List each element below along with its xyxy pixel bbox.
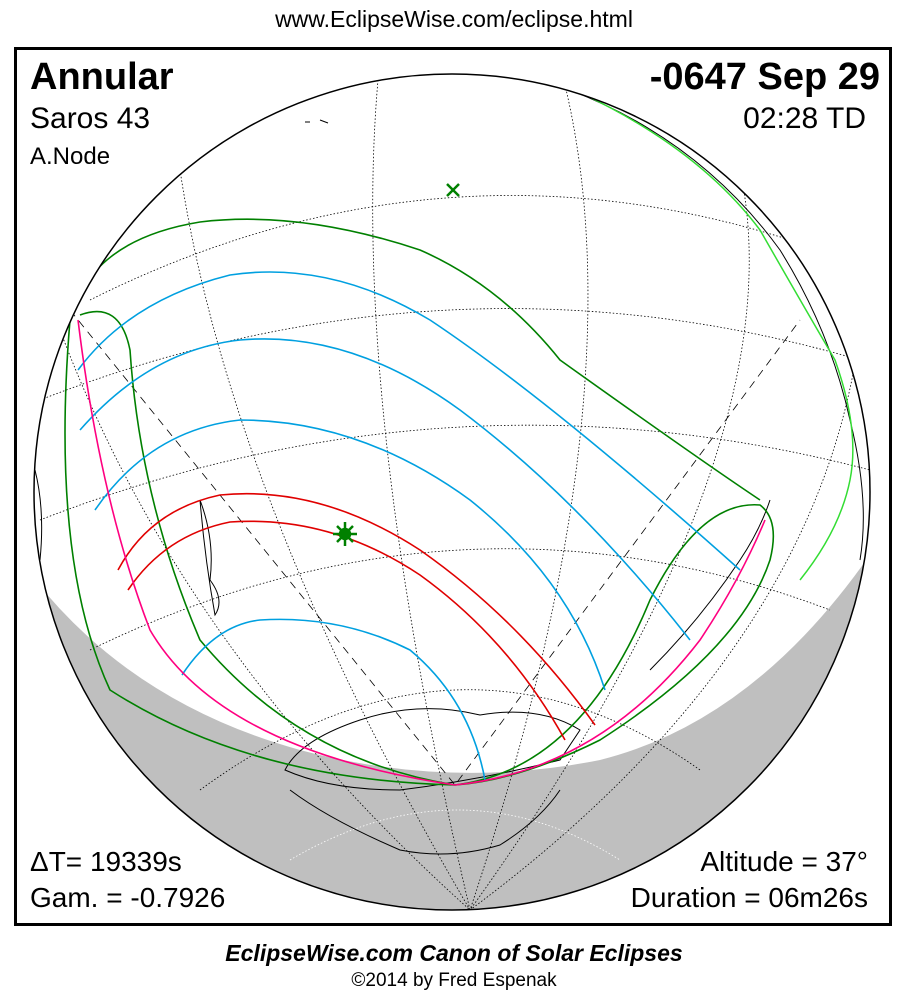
saros-number: Saros 43 xyxy=(30,102,151,135)
greatest-eclipse-star-marker xyxy=(333,522,357,546)
copyright: ©2014 by Fred Espenak xyxy=(351,970,557,991)
globe-outline xyxy=(33,73,871,911)
partial-line-2 xyxy=(79,338,691,641)
central-north-limit xyxy=(117,492,596,726)
central-duration: Duration = 06m26s xyxy=(630,882,868,913)
canon-title: EclipseWise.com Canon of Solar Eclipses xyxy=(225,940,683,966)
sun-altitude: Altitude = 37° xyxy=(700,846,868,877)
eclipse-type: Annular xyxy=(30,56,174,98)
ecliptic-dashed-line xyxy=(69,309,801,786)
northern-penumbral-limit xyxy=(69,218,761,501)
source-url[interactable]: www.EclipseWise.com/eclipse.html xyxy=(275,6,633,32)
gamma: Gam. = -0.7926 xyxy=(30,882,226,913)
sub-solar-point-marker xyxy=(446,183,460,197)
lunar-node: A.Node xyxy=(30,143,111,170)
rise-set-curve xyxy=(77,319,766,786)
rise-set-loop xyxy=(64,310,775,786)
partial-line-1 xyxy=(77,271,741,571)
eclipse-date: -0647 Sep 29 xyxy=(649,56,880,98)
eclipse-time: 02:28 TD xyxy=(743,102,866,135)
partial-line-4 xyxy=(181,618,486,781)
coast-highlight xyxy=(584,94,854,581)
delta-t: ΔT= 19339s xyxy=(30,846,182,877)
globe-disc xyxy=(34,74,870,910)
graticule xyxy=(39,79,870,910)
coastlines xyxy=(34,89,864,855)
partial-line-3 xyxy=(94,419,606,691)
